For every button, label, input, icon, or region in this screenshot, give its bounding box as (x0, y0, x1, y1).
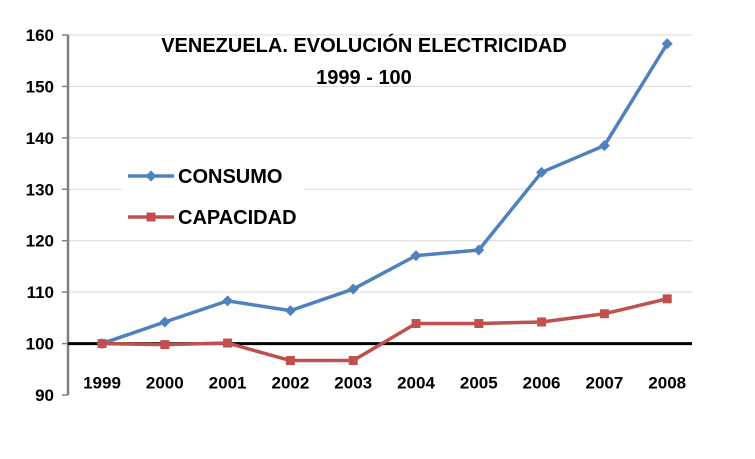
legend-marker-capacidad (146, 212, 156, 222)
data-point-capacidad (348, 356, 358, 366)
y-tick-label: 150 (26, 77, 54, 96)
data-point-capacidad (223, 338, 233, 348)
data-point-capacidad (599, 309, 609, 319)
legend: CONSUMO CAPACIDAD (122, 160, 304, 231)
x-tick-label: 2006 (523, 374, 561, 393)
data-point-capacidad (411, 319, 421, 329)
data-point-consumo (598, 140, 610, 152)
series-line-consumo (101, 42, 669, 346)
series-line-capacidad (101, 297, 668, 363)
data-point-consumo (536, 166, 548, 178)
data-point-capacidad (537, 317, 547, 327)
data-point-capacidad (662, 294, 672, 304)
data-point-consumo (222, 295, 234, 307)
y-tick-label: 130 (26, 180, 54, 199)
data-point-consumo (284, 305, 296, 317)
data-point-capacidad (97, 339, 107, 349)
legend-label-capacidad: CAPACIDAD (178, 207, 297, 229)
x-tick-label: 2000 (146, 374, 184, 393)
y-tick-label: 160 (26, 26, 54, 45)
x-tick-label: 2008 (648, 374, 686, 393)
x-tick-label: 2001 (209, 374, 247, 393)
data-point-capacidad (160, 340, 170, 350)
data-point-consumo (661, 38, 673, 50)
y-tick-label: 140 (26, 129, 54, 148)
data-point-capacidad (474, 319, 484, 329)
x-tick-label: 2007 (585, 374, 623, 393)
y-tick-label: 110 (27, 283, 54, 302)
x-tick-label: 1999 (83, 374, 121, 393)
y-tick-label: 120 (26, 232, 54, 251)
y-tick-label: 90 (35, 386, 54, 405)
x-tick-label: 2004 (397, 374, 435, 393)
data-point-capacidad (285, 356, 295, 366)
data-point-consumo (410, 250, 422, 262)
legend-label-consumo: CONSUMO (178, 166, 282, 188)
chart-title: VENEZUELA. EVOLUCIÓN ELECTRICIDAD (161, 33, 567, 57)
chart-subtitle: 1999 - 100 (316, 67, 412, 89)
x-tick-label: 2005 (460, 374, 498, 393)
chart-title-group: VENEZUELA. EVOLUCIÓN ELECTRICIDAD 1999 -… (161, 33, 567, 89)
data-point-consumo (473, 244, 485, 256)
y-tick-label: 100 (26, 335, 54, 354)
legend-marker-consumo (145, 170, 157, 182)
x-tick-label: 2003 (334, 374, 372, 393)
data-point-consumo (347, 283, 359, 295)
x-tick-label: 2002 (271, 374, 309, 393)
series-lines (96, 38, 673, 366)
data-point-consumo (159, 316, 171, 328)
